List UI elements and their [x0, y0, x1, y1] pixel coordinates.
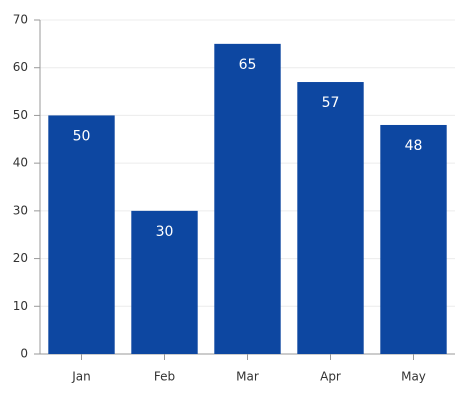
y-tick-label: 0	[20, 347, 28, 361]
bar	[214, 43, 281, 354]
y-tick-label: 40	[13, 156, 28, 170]
bar	[297, 82, 364, 355]
bar	[131, 210, 198, 354]
value-label: 50	[73, 128, 91, 144]
value-label: 65	[239, 57, 257, 73]
value-label: 30	[156, 224, 174, 240]
x-tick-label: May	[401, 370, 426, 384]
y-tick-label: 50	[13, 108, 28, 122]
y-tick-label: 20	[13, 251, 28, 265]
y-tick-label: 70	[13, 13, 28, 27]
y-tick-label: 60	[13, 60, 28, 74]
x-tick-label: Mar	[236, 370, 259, 384]
bar	[48, 115, 115, 354]
value-label: 48	[405, 138, 423, 154]
x-tick-label: Jan	[71, 370, 91, 384]
value-label: 57	[322, 95, 340, 111]
y-tick-label: 10	[13, 299, 28, 313]
x-tick-label: Feb	[154, 370, 175, 384]
y-tick-label: 30	[13, 203, 28, 217]
x-tick-label: Apr	[320, 370, 341, 384]
bar	[380, 124, 447, 354]
